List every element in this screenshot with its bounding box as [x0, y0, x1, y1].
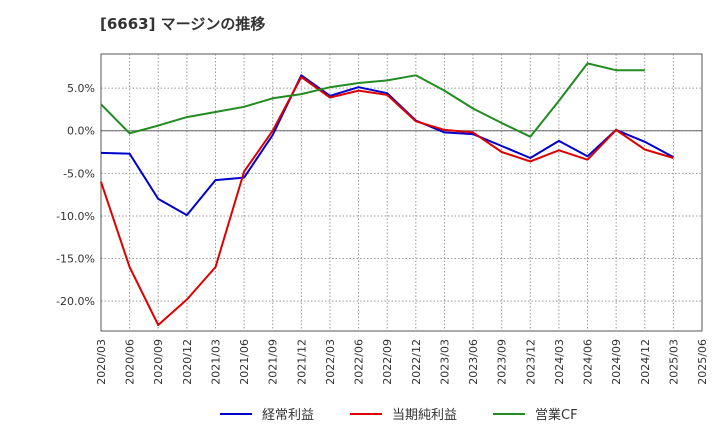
x-tick-label: 2025/06	[696, 339, 709, 385]
y-tick-label: -10.0%	[56, 210, 95, 223]
x-tick-label: 2024/03	[553, 339, 566, 385]
x-tick-label: 2023/06	[467, 339, 480, 385]
x-tick-label: 2020/06	[124, 339, 137, 385]
x-tick-label: 2024/09	[610, 339, 623, 385]
x-tick-label: 2021/06	[238, 339, 251, 385]
x-tick-label: 2022/09	[381, 339, 394, 385]
plot-border	[100, 53, 703, 332]
series-line-0	[100, 74, 674, 217]
y-tick-label: 0.0%	[67, 125, 95, 138]
x-tick-label: 2023/12	[524, 339, 537, 385]
x-tick-label: 2020/09	[152, 339, 165, 385]
series-line-2	[100, 62, 645, 138]
y-tick-label: -20.0%	[56, 295, 95, 308]
x-tick-label: 2022/12	[410, 339, 423, 385]
x-tick-label: 2022/03	[324, 339, 337, 385]
x-tick-label: 2022/06	[353, 339, 366, 385]
y-tick-label: -15.0%	[56, 253, 95, 266]
x-tick-label: 2021/03	[209, 339, 222, 385]
x-tick-label: 2020/12	[181, 339, 194, 385]
x-tick-label: 2025/03	[667, 339, 680, 385]
x-tick-label: 2024/12	[639, 339, 652, 385]
chart-title: [6663] マージンの推移	[100, 15, 266, 33]
x-tick-label: 2020/03	[95, 339, 108, 385]
series-line-1	[100, 76, 674, 326]
y-tick-label: -5.0%	[63, 167, 95, 180]
x-tick-label: 2023/09	[496, 339, 509, 385]
x-tick-label: 2021/09	[267, 339, 280, 385]
x-tick-label: 2023/03	[438, 339, 451, 385]
y-tick-label: 5.0%	[67, 82, 95, 95]
legend-label: 営業CF	[535, 407, 578, 423]
plot-area	[101, 54, 702, 331]
x-tick-label: 2021/12	[295, 339, 308, 385]
legend-label: 当期純利益	[392, 408, 457, 423]
x-tick-label: 2024/06	[582, 339, 595, 385]
legend-label: 経常利益	[262, 408, 314, 423]
